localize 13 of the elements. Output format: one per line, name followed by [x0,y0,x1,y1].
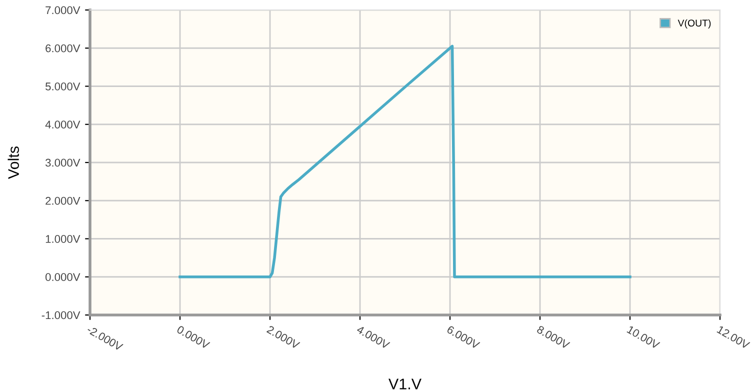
y-axis-title: Volts [8,146,19,179]
y-tick-label: -1.000V [42,311,80,320]
y-tick-label: 3.000V [45,158,80,167]
y-tick-label: 4.000V [45,120,80,129]
y-tick-label: 6.000V [46,44,80,52]
x-axis-title: V1.V [388,378,422,390]
y-tick-label: 5.000V [46,82,80,90]
y-tick-label: 1.000V [46,235,80,243]
y-tick-label: 2.000V [46,196,80,205]
line-series [178,44,632,278]
y-tick-label: 7.000V [46,6,80,14]
y-tick-label: 0.000V [46,273,80,282]
legend-label: V(OUT) [678,19,711,28]
